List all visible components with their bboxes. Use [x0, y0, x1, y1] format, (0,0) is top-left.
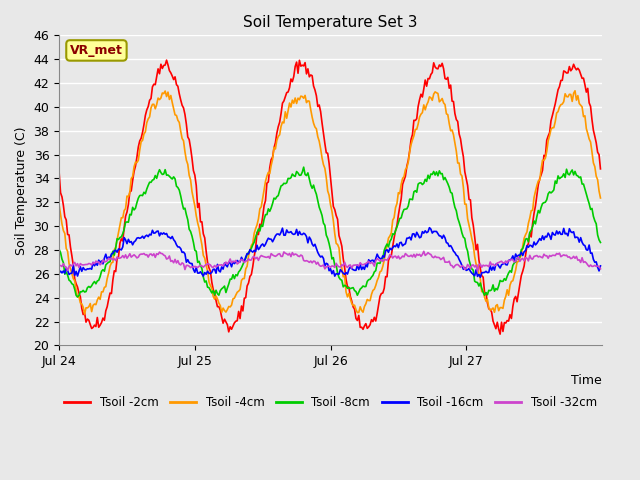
- Line: Tsoil -4cm: Tsoil -4cm: [59, 91, 600, 314]
- Y-axis label: Soil Temperature (C): Soil Temperature (C): [15, 126, 28, 254]
- Tsoil -16cm: [426, 225, 433, 230]
- Tsoil -16cm: [595, 268, 603, 274]
- Tsoil -32cm: [420, 249, 428, 254]
- Tsoil -32cm: [443, 259, 451, 265]
- Tsoil -8cm: [595, 237, 603, 243]
- Tsoil -16cm: [525, 244, 532, 250]
- Tsoil -4cm: [571, 88, 579, 94]
- Tsoil -32cm: [333, 263, 341, 269]
- Tsoil -16cm: [55, 270, 63, 276]
- Tsoil -4cm: [55, 202, 63, 208]
- Line: Tsoil -8cm: Tsoil -8cm: [59, 167, 600, 297]
- Tsoil -32cm: [474, 269, 481, 275]
- Legend: Tsoil -2cm, Tsoil -4cm, Tsoil -8cm, Tsoil -16cm, Tsoil -32cm: Tsoil -2cm, Tsoil -4cm, Tsoil -8cm, Tsoi…: [60, 392, 602, 414]
- Tsoil -16cm: [91, 263, 99, 269]
- Tsoil -16cm: [333, 271, 341, 277]
- Text: VR_met: VR_met: [70, 44, 123, 57]
- Line: Tsoil -16cm: Tsoil -16cm: [59, 228, 600, 277]
- Tsoil -2cm: [525, 241, 532, 247]
- Tsoil -2cm: [335, 233, 343, 239]
- Tsoil -4cm: [523, 229, 531, 235]
- Tsoil -16cm: [596, 263, 604, 269]
- X-axis label: Time: Time: [571, 374, 602, 387]
- Tsoil -32cm: [55, 263, 63, 269]
- Tsoil -2cm: [496, 331, 504, 337]
- Tsoil -4cm: [443, 111, 451, 117]
- Tsoil -8cm: [300, 164, 307, 170]
- Tsoil -32cm: [595, 264, 603, 269]
- Tsoil -32cm: [91, 261, 99, 266]
- Tsoil -8cm: [92, 281, 100, 287]
- Tsoil -2cm: [596, 166, 604, 172]
- Line: Tsoil -2cm: Tsoil -2cm: [59, 60, 600, 334]
- Tsoil -16cm: [477, 275, 484, 280]
- Tsoil -4cm: [335, 245, 343, 251]
- Tsoil -8cm: [337, 276, 344, 282]
- Tsoil -4cm: [81, 312, 88, 317]
- Tsoil -8cm: [444, 181, 452, 187]
- Tsoil -2cm: [74, 284, 81, 290]
- Tsoil -8cm: [74, 294, 81, 300]
- Tsoil -16cm: [443, 240, 451, 246]
- Tsoil -16cm: [74, 273, 81, 279]
- Tsoil -32cm: [596, 266, 604, 272]
- Tsoil -32cm: [525, 258, 532, 264]
- Title: Soil Temperature Set 3: Soil Temperature Set 3: [243, 15, 418, 30]
- Tsoil -4cm: [92, 302, 100, 308]
- Line: Tsoil -32cm: Tsoil -32cm: [59, 252, 600, 272]
- Tsoil -4cm: [596, 195, 604, 201]
- Tsoil -2cm: [91, 322, 99, 328]
- Tsoil -8cm: [55, 247, 63, 252]
- Tsoil -8cm: [596, 240, 604, 245]
- Tsoil -8cm: [525, 239, 532, 245]
- Tsoil -8cm: [75, 293, 83, 299]
- Tsoil -2cm: [55, 170, 63, 176]
- Tsoil -2cm: [443, 76, 451, 82]
- Tsoil -2cm: [163, 57, 170, 63]
- Tsoil -4cm: [74, 294, 81, 300]
- Tsoil -32cm: [74, 261, 81, 266]
- Tsoil -4cm: [595, 188, 603, 194]
- Tsoil -2cm: [595, 152, 603, 157]
